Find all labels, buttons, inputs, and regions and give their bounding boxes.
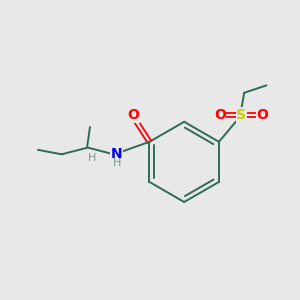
Text: N: N	[111, 147, 122, 161]
Text: H: H	[112, 158, 121, 168]
Text: O: O	[214, 108, 226, 122]
Text: H: H	[88, 153, 97, 163]
Text: O: O	[257, 108, 268, 122]
Text: S: S	[236, 108, 246, 122]
Text: O: O	[127, 108, 139, 122]
